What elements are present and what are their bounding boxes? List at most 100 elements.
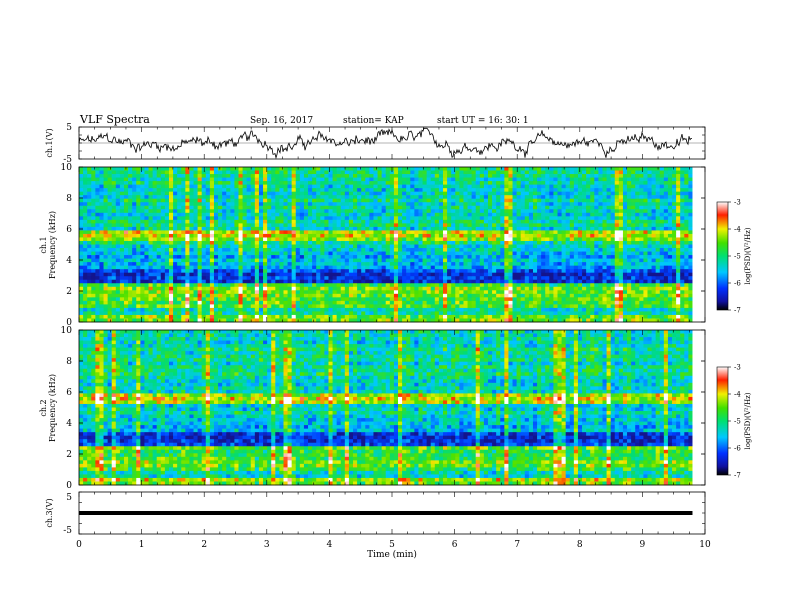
ch1-spectrogram-cell <box>230 205 235 210</box>
ch1-spectrogram-cell <box>418 311 423 316</box>
ch1-spectrogram-cell <box>438 251 444 256</box>
ch1-spectrogram-cell <box>463 191 468 196</box>
ch1-spectrogram-cell <box>508 286 513 291</box>
ch1-spectrogram-cell <box>242 191 248 196</box>
ch1-spectrogram-cell <box>111 223 117 228</box>
ch1-spectrogram-cell <box>250 244 256 249</box>
ch1-spectrogram-cell <box>287 216 293 221</box>
ch1-spectrogram-cell <box>410 212 415 217</box>
ch1-spectrogram-cell <box>213 297 219 302</box>
ch1-spectrogram-cell <box>504 276 509 281</box>
ch1-spectrogram-cell <box>418 195 423 200</box>
ch1-spectrogram-cell <box>79 209 84 214</box>
ch1-spectrogram-cell <box>430 184 436 189</box>
ch1-spectrogram-cell <box>344 209 350 214</box>
ch1-spectrogram-cell <box>185 311 190 316</box>
ch1-spectrogram-cell <box>320 195 325 200</box>
ch1-spectrogram-cell <box>291 170 297 175</box>
ch1-spectrogram-cell <box>459 233 464 238</box>
ch1-spectrogram-cell <box>213 290 219 295</box>
ch1-spectrogram-cell <box>492 177 497 182</box>
ch1-spectrogram-cell <box>291 293 297 298</box>
ch1-spectrogram-cell <box>471 307 477 312</box>
ch1-spectrogram-cell <box>475 167 481 171</box>
ch1-spectrogram-cell <box>500 300 505 305</box>
ch1-spectrogram-cell <box>193 272 199 277</box>
ch1-spectrogram-cell <box>136 290 141 295</box>
ch1-spectrogram-cell <box>164 202 170 207</box>
ch1-spectrogram-cell <box>508 226 513 231</box>
ch1-spectrogram-cell <box>213 233 219 238</box>
ch1-spectrogram-cell <box>467 297 473 302</box>
ch1-spectrogram-cell <box>250 262 256 267</box>
ch1-spectrogram-cell <box>271 318 276 323</box>
ch1-spectrogram-cell <box>95 304 100 309</box>
ch1-spectrogram-cell <box>332 240 338 245</box>
ch1-spectrogram-cell <box>492 272 497 277</box>
ch1-spectrogram-cell <box>541 170 546 175</box>
ch1-spectrogram-cell <box>79 262 84 267</box>
ch1-spectrogram-cell <box>152 202 158 207</box>
ch1-spectrogram-cell <box>524 286 530 291</box>
ch1-spectrogram-cell <box>234 181 239 186</box>
ch1-spectrogram-cell <box>385 230 391 235</box>
ch1-spectrogram-cell <box>295 258 301 263</box>
ch1-spectrogram-cell <box>451 167 456 171</box>
ch1-spectrogram-cell <box>369 314 374 319</box>
ch1-spectrogram-cell <box>344 216 350 221</box>
ch1-spectrogram-cell <box>254 293 260 298</box>
ch1-spectrogram-cell <box>136 314 141 319</box>
ch1-spectrogram-cell <box>222 265 227 270</box>
ch1-spectrogram-cell <box>197 262 203 267</box>
ch1-spectrogram-cell <box>328 216 333 221</box>
ch1-spectrogram-cell <box>242 209 248 214</box>
ch1-spectrogram-cell <box>393 233 399 238</box>
ch1-spectrogram-cell <box>496 219 501 224</box>
ch1-spectrogram-cell <box>299 311 305 316</box>
ch1-spectrogram-cell <box>263 177 268 182</box>
ch1-spectrogram-cell <box>287 290 293 295</box>
ch1-spectrogram-cell <box>377 184 383 189</box>
ch1-spectrogram-cell <box>287 269 293 274</box>
ch1-spectrogram-cell <box>463 237 468 242</box>
ch1-spectrogram-cell <box>340 248 346 252</box>
ch1-spectrogram-cell <box>332 311 338 316</box>
ch1-spectrogram-cell <box>516 262 522 267</box>
ch1-spectrogram-cell <box>406 244 411 249</box>
ch1-spectrogram-cell <box>291 269 297 274</box>
ch1-spectrogram-cell <box>164 307 170 312</box>
ch1-spectrogram-cell <box>299 230 305 235</box>
ch1-spectrogram-cell <box>177 230 182 235</box>
ch1-spectrogram-cell <box>389 191 395 196</box>
ch1-spectrogram-cell <box>156 212 162 217</box>
ch1-spectrogram-cell <box>222 209 227 214</box>
ch1-spectrogram-cell <box>418 240 423 245</box>
ch1-spectrogram-cell <box>83 212 88 217</box>
ch1-spectrogram-cell <box>434 237 440 242</box>
ch1-spectrogram-cell <box>398 219 403 224</box>
ch1-spectrogram-cell <box>230 290 235 295</box>
ch1-spectrogram-cell <box>83 233 88 238</box>
ch1-spectrogram-cell <box>205 307 211 312</box>
ch1-spectrogram-cell <box>83 177 88 182</box>
ch1-spectrogram-cell <box>132 191 137 196</box>
ch1-spectrogram-cell <box>242 262 248 267</box>
ch1-spectrogram-cell <box>156 255 162 259</box>
ch1-spectrogram-cell <box>381 311 387 316</box>
ch1-spectrogram-cell <box>177 286 182 291</box>
ch1-spectrogram-cell <box>226 226 231 231</box>
ch1-spectrogram-cell <box>79 293 84 298</box>
ch1-spectrogram-cell <box>156 244 162 249</box>
ch1-spectrogram-cell <box>373 188 378 193</box>
ch1-spectrogram-cell <box>487 191 493 196</box>
ch1-spectrogram-cell <box>271 265 276 270</box>
ch1-spectrogram-cell <box>218 304 223 309</box>
ch1-spectrogram-cell <box>271 272 276 277</box>
ch1-spectrogram-cell <box>434 304 440 309</box>
ch1-spectrogram-cell <box>242 276 248 281</box>
ch1-spectrogram-cell <box>459 226 464 231</box>
ch1-spectrogram-cell <box>148 198 154 203</box>
ch1-spectrogram-cell <box>205 198 211 203</box>
ch1-spectrogram-cell <box>320 212 325 217</box>
ch1-spectrogram-cell <box>483 188 489 193</box>
